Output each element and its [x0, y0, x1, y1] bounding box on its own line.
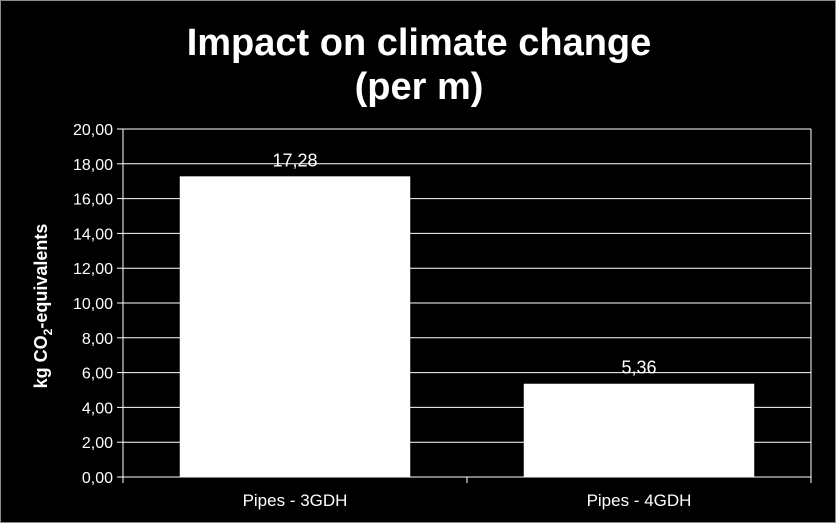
bars: [179, 176, 755, 477]
data-label: 17,28: [272, 150, 317, 170]
y-tick-label: 4,00: [82, 400, 113, 417]
y-axis-title-subscript: 2: [41, 328, 55, 335]
y-axis-title-prefix: kg CO: [31, 335, 51, 388]
y-tick-label: 20,00: [73, 122, 113, 139]
y-tick-label: 6,00: [82, 366, 113, 383]
y-tick-label: 10,00: [73, 296, 113, 313]
x-category-label: Pipes - 3GDH: [243, 491, 348, 510]
y-tick-label: 12,00: [73, 261, 113, 278]
y-axis-title-suffix: -equivalents: [31, 224, 51, 329]
y-tick-label: 0,00: [82, 470, 113, 487]
y-tick-label: 18,00: [73, 157, 113, 174]
chart-title-line1: Impact on climate change: [187, 22, 652, 64]
y-tick-label: 14,00: [73, 226, 113, 243]
bar: [179, 176, 411, 477]
y-axis-title: kg CO2-equivalents: [31, 224, 55, 389]
data-label: 5,36: [621, 358, 656, 378]
bar: [523, 383, 755, 477]
chart-title-line2: (per m): [355, 66, 484, 108]
y-tick-label: 2,00: [82, 435, 113, 452]
y-axis-ticks: 0,00 2,00 4,00 6,00 8,00 10,00 12,00 14,00 16,00…: [73, 122, 812, 487]
x-category-label: Pipes - 4GDH: [587, 491, 692, 510]
y-tick-label: 16,00: [73, 192, 113, 209]
labels: Pipes - 3GDH 17,28 Pipes - 4GDH 5,36: [243, 150, 692, 510]
y-tick-label: 8,00: [82, 331, 113, 348]
